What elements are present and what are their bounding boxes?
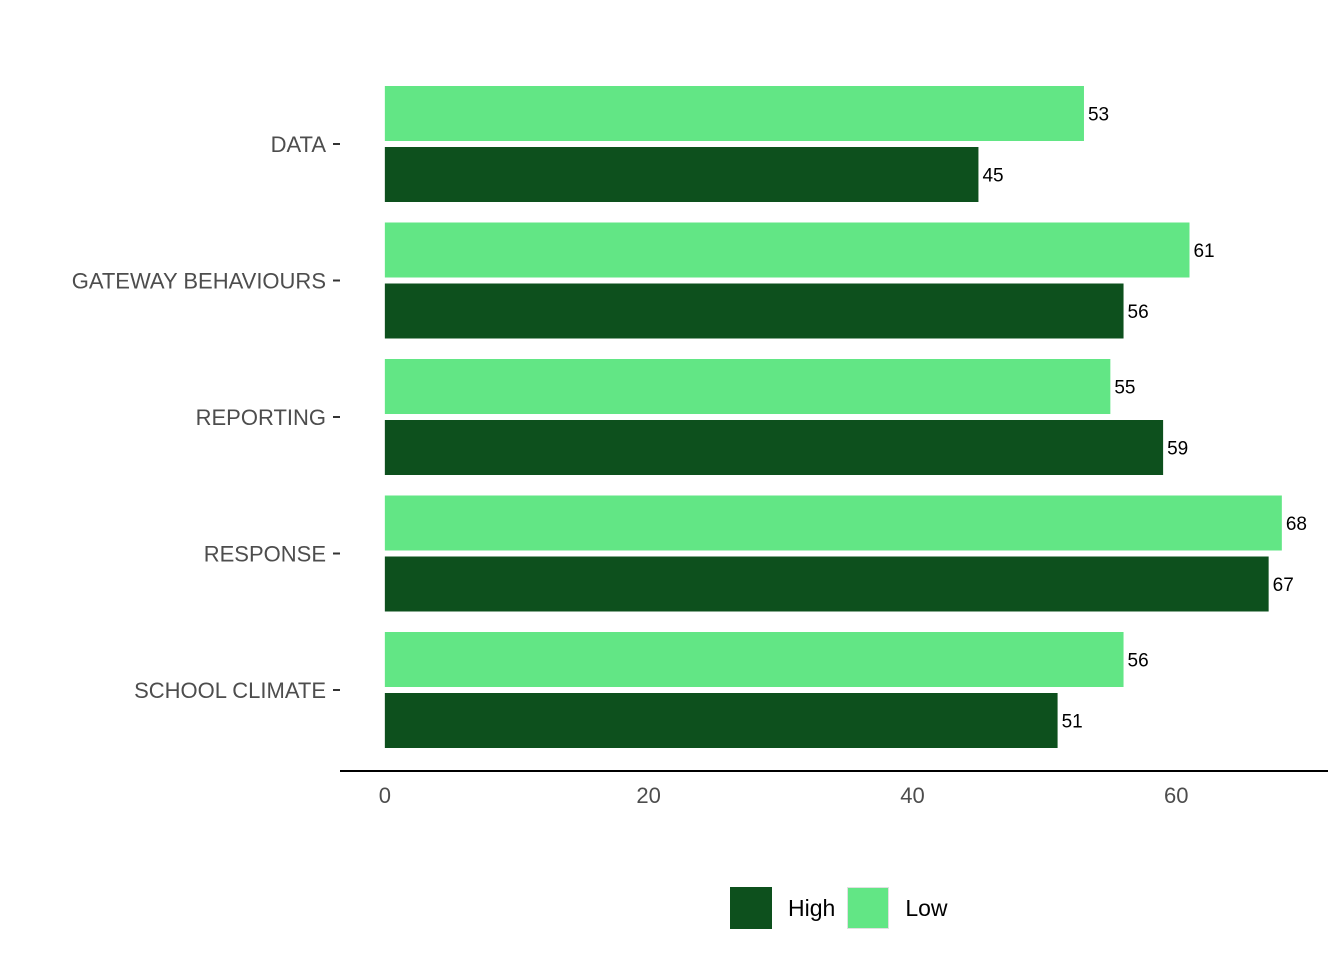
category-label: DATA [271,132,327,157]
bar-low [384,86,1084,141]
legend-item-low: Low [847,887,948,929]
bar-low [384,632,1124,687]
data-label: 55 [1114,378,1135,399]
data-label: 67 [1273,575,1294,596]
data-label: 45 [982,166,1003,187]
legend-swatch-low [847,887,890,929]
bar-high [384,693,1058,748]
bar-low [384,222,1190,278]
bar-high [384,420,1164,475]
bar-high [384,283,1124,339]
x-tick-label: 20 [636,783,660,808]
bar-high [384,147,979,202]
category-label: GATEWAY BEHAVIOURS [72,269,326,294]
legend-swatch-high [730,887,772,929]
category-label: REPORTING [196,405,326,430]
data-label: 68 [1286,514,1307,535]
legend-label-high: High [788,894,836,921]
legend: High Low [730,887,960,929]
bar-low [384,359,1111,414]
category-axis: DATA GATEWAY BEHAVIOURS REPORTING RESPONSE S… [72,132,340,703]
data-label: 51 [1062,712,1083,733]
legend-item-high: High [730,887,835,929]
data-label: 61 [1193,241,1214,262]
data-label: 56 [1128,651,1149,672]
bars-group: 53 45 61 56 55 59 68 67 56 51 [384,86,1307,748]
data-label: 53 [1088,105,1109,126]
bar-low [384,495,1282,551]
data-label: 59 [1167,439,1188,460]
value-axis: 0 20 40 60 [340,770,1328,808]
x-tick-label: 40 [900,783,924,808]
legend-label-low: Low [905,894,948,921]
data-label: 56 [1128,302,1149,323]
category-label: RESPONSE [204,542,326,567]
category-label: SCHOOL CLIMATE [134,678,326,703]
bar-high [384,556,1269,612]
x-tick-label: 60 [1164,783,1188,808]
x-tick-label: 0 [379,783,391,808]
